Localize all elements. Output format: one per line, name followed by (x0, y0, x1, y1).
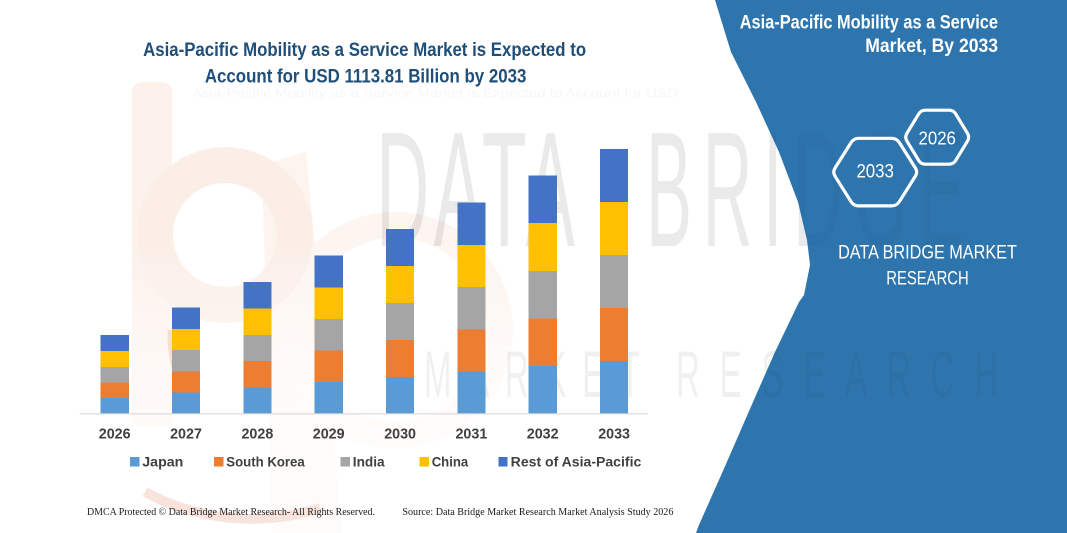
svg-text:2028: 2028 (241, 426, 273, 442)
svg-text:2033: 2033 (598, 426, 630, 442)
svg-text:2031: 2031 (455, 426, 487, 442)
svg-text:2027: 2027 (170, 426, 202, 442)
svg-text:South Korea: South Korea (226, 455, 305, 470)
svg-text:DATA BRIDGE MARKET: DATA BRIDGE MARKET (838, 242, 1017, 264)
svg-text:Rest of Asia-Pacific: Rest of Asia-Pacific (511, 455, 642, 470)
svg-text:RESEARCH: RESEARCH (886, 268, 969, 290)
svg-text:2032: 2032 (527, 426, 559, 442)
svg-text:Asia-Pacific Mobility as a Ser: Asia-Pacific Mobility as a Service Marke… (192, 86, 678, 100)
svg-text:Asia-Pacific Mobility as a Ser: Asia-Pacific Mobility as a Service Marke… (143, 39, 586, 61)
svg-text:DMCA Protected © Data Bridge M: DMCA Protected © Data Bridge Market Rese… (87, 507, 375, 518)
svg-text:Source: Data Bridge Market Res: Source: Data Bridge Market Research Mark… (402, 507, 673, 518)
svg-text:China: China (432, 455, 469, 470)
svg-text:India: India (353, 455, 385, 470)
svg-text:Asia-Pacific Mobility as a Ser: Asia-Pacific Mobility as a Service (740, 12, 998, 34)
svg-text:Japan: Japan (142, 455, 183, 470)
svg-text:2030: 2030 (384, 426, 416, 442)
svg-text:2026: 2026 (919, 129, 956, 149)
svg-text:Account for USD 1113.81 Billio: Account for USD 1113.81 Billion by 2033 (205, 66, 527, 88)
svg-text:2029: 2029 (313, 426, 345, 442)
svg-text:2033: 2033 (856, 162, 894, 183)
svg-text:Market, By 2033: Market, By 2033 (865, 35, 998, 57)
svg-text:2026: 2026 (99, 426, 131, 442)
